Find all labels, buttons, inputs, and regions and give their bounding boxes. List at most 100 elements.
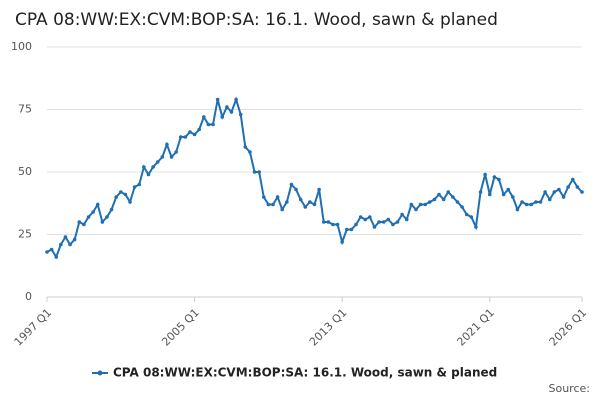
data-point <box>91 210 95 214</box>
data-point <box>45 250 49 254</box>
y-tick-label: 75 <box>18 103 32 116</box>
data-point <box>386 217 391 222</box>
data-point <box>68 242 72 247</box>
data-point <box>538 200 543 204</box>
data-point <box>146 172 151 177</box>
data-point <box>372 225 377 229</box>
data-point <box>303 205 308 209</box>
data-point <box>59 242 63 247</box>
y-tick-label: 50 <box>18 165 32 178</box>
data-point <box>409 202 414 207</box>
data-point <box>464 212 469 217</box>
data-point <box>160 155 165 159</box>
data-point <box>363 217 368 222</box>
data-point <box>524 202 529 207</box>
data-point <box>335 222 340 227</box>
data-point <box>377 220 381 224</box>
data-point <box>561 195 566 199</box>
data-point <box>206 122 211 127</box>
data-point <box>520 200 524 204</box>
data-point <box>261 195 266 199</box>
data-point <box>183 135 188 139</box>
data-point <box>575 185 580 189</box>
data-point <box>478 190 483 194</box>
data-point <box>275 195 280 199</box>
data-point <box>326 220 331 224</box>
data-point <box>543 190 547 194</box>
data-point <box>114 195 118 199</box>
data-point <box>455 200 460 204</box>
data-point <box>280 207 285 212</box>
data-point <box>215 97 220 102</box>
data-point <box>354 222 358 227</box>
data-point <box>220 115 225 119</box>
data-point <box>460 205 464 209</box>
data-point <box>515 207 520 212</box>
data-point <box>266 202 271 207</box>
data-line <box>46 96 583 260</box>
data-point <box>469 215 474 219</box>
data-point <box>86 215 91 219</box>
data-point <box>552 190 557 194</box>
data-point <box>557 187 561 192</box>
data-point <box>446 190 451 194</box>
data-point <box>580 190 584 194</box>
data-point <box>570 177 575 182</box>
data-point <box>118 190 123 194</box>
data-point <box>109 207 114 212</box>
data-point <box>211 122 215 127</box>
data-point <box>414 207 418 212</box>
data-point <box>229 110 234 114</box>
data-point <box>234 97 238 102</box>
data-point <box>243 145 248 149</box>
data-point <box>340 240 344 244</box>
data-point <box>271 202 275 207</box>
data-point <box>49 247 54 252</box>
data-point <box>155 160 160 164</box>
data-point <box>511 195 515 199</box>
data-point <box>72 237 77 242</box>
data-point <box>123 192 128 197</box>
data-point <box>165 142 169 147</box>
data-point <box>298 197 303 202</box>
x-tick-label: 2026 Q1 <box>547 306 590 349</box>
data-point <box>169 155 174 159</box>
data-point <box>441 197 446 202</box>
data-point <box>566 185 570 189</box>
y-tick-label: 100 <box>11 40 32 53</box>
data-point <box>529 202 534 207</box>
data-point <box>192 132 197 137</box>
data-point <box>178 135 183 139</box>
y-tick-label: 25 <box>18 228 32 241</box>
x-tick-label: 2021 Q1 <box>454 306 497 349</box>
data-point <box>294 187 298 192</box>
data-point <box>312 202 317 207</box>
data-point <box>391 222 395 227</box>
data-point <box>142 165 146 169</box>
legend-marker <box>97 370 103 376</box>
data-point <box>105 215 109 219</box>
data-point <box>238 112 243 117</box>
data-point <box>497 177 501 182</box>
data-point <box>188 130 192 134</box>
data-point <box>289 182 294 187</box>
data-point <box>349 227 354 232</box>
data-point <box>474 225 478 229</box>
source: Source: <box>549 382 591 395</box>
data-point <box>400 212 404 217</box>
data-point <box>321 220 326 224</box>
data-point <box>202 115 206 119</box>
x-tick-label: 2005 Q1 <box>159 306 202 349</box>
data-point <box>428 200 432 204</box>
data-point <box>151 165 155 169</box>
data-point <box>423 202 427 207</box>
data-point <box>492 175 497 179</box>
data-point <box>358 215 363 219</box>
y-tick-label: 0 <box>25 290 32 303</box>
data-point <box>331 222 335 227</box>
data-point <box>137 182 142 187</box>
data-point <box>451 195 455 199</box>
data-point <box>432 197 437 202</box>
data-point <box>344 227 349 232</box>
